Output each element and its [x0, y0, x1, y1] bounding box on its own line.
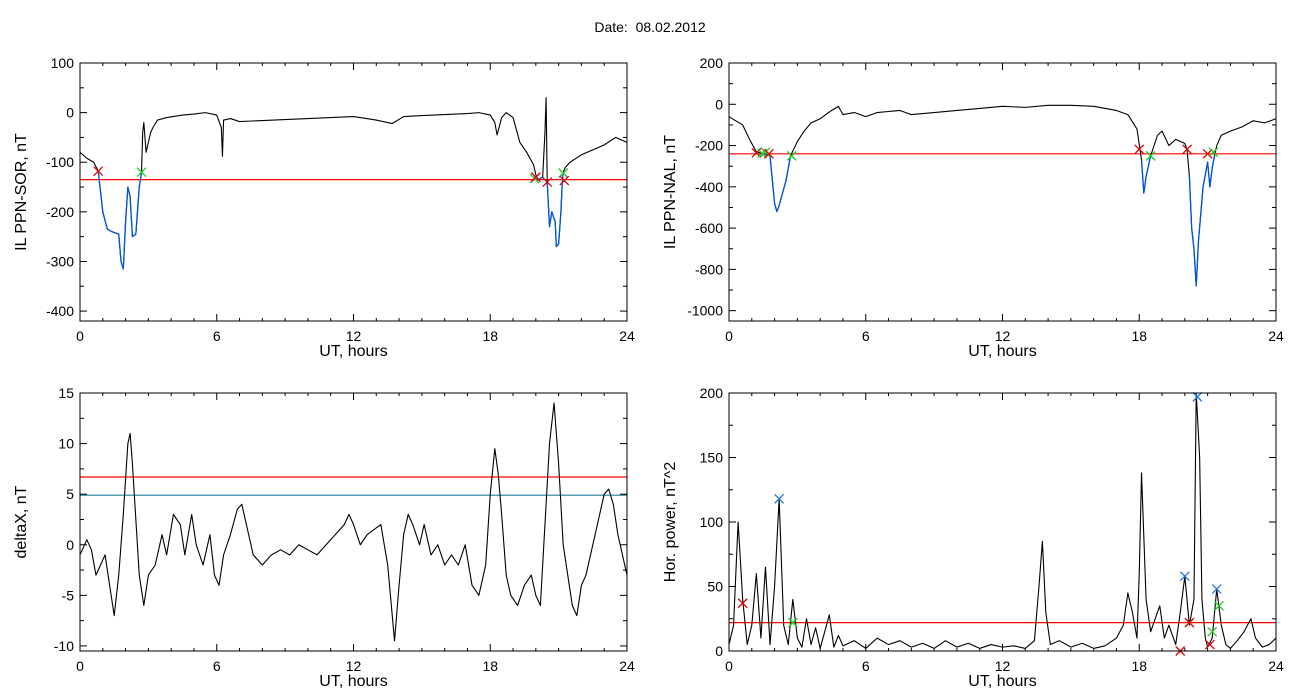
- y-tick-label: 15: [58, 385, 74, 401]
- marker-x: [1211, 584, 1222, 595]
- y-tick-label: 5: [66, 486, 74, 502]
- y-tick-label: -600: [695, 220, 723, 236]
- y-tick-label: -400: [46, 303, 74, 319]
- y-axis-label: deltaX, nT: [13, 485, 30, 558]
- x-tick-label: 6: [213, 328, 221, 344]
- x-axis-label: UT, hours: [319, 343, 387, 360]
- x-tick-label: 0: [725, 658, 733, 674]
- y-tick-label: 50: [707, 579, 723, 595]
- x-tick-label: 6: [862, 658, 870, 674]
- x-axis-label: UT, hours: [319, 673, 387, 690]
- marker-x: [1179, 571, 1190, 582]
- series-segment-substorm: [97, 171, 143, 270]
- y-tick-label: -1000: [687, 303, 723, 319]
- series-line-signal: [79, 97, 628, 270]
- chart-hor-power: 0 6 12 18 24 200 150 100 50 0 UT, hours Hor. power,…: [662, 385, 1284, 690]
- y-tick-label: 150: [700, 450, 724, 466]
- y-tick-label: -10: [54, 638, 74, 654]
- series-segment-substorm: [1140, 155, 1152, 194]
- marker-x: [1145, 150, 1156, 161]
- y-tick-label: -200: [695, 138, 723, 154]
- x-tick-label: 18: [482, 658, 498, 674]
- marker-x: [774, 493, 785, 504]
- x-tick-label: 18: [482, 328, 498, 344]
- marker-x: [1207, 626, 1218, 637]
- series-segment-substorm: [1188, 155, 1216, 287]
- y-tick-label: 100: [700, 514, 724, 530]
- x-tick-label: 12: [346, 328, 362, 344]
- chart-deltax: 0 6 12 18 24 15 10 5 0 -5 -10 UT, hours deltaX, nT: [13, 385, 635, 690]
- marker-x: [1208, 147, 1219, 158]
- y-tick-label: 0: [715, 643, 723, 659]
- x-tick-label: 0: [725, 328, 733, 344]
- x-tick-label: 6: [862, 328, 870, 344]
- x-tick-label: 24: [1268, 328, 1284, 344]
- y-tick-label: 200: [700, 385, 724, 401]
- y-axis-label: IL PPN-NAL, nT: [662, 135, 679, 249]
- x-tick-label: 12: [995, 658, 1011, 674]
- y-axis-label: IL PPN-SOR, nT: [13, 133, 30, 251]
- marker-x: [1182, 144, 1193, 155]
- plot-frame: [728, 62, 1277, 322]
- x-tick-label: 0: [76, 328, 84, 344]
- marker-x: [786, 150, 797, 161]
- marker-x: [1214, 600, 1224, 611]
- x-tick-label: 18: [1131, 658, 1147, 674]
- x-tick-label: 18: [1131, 328, 1147, 344]
- y-tick-label: 0: [66, 105, 74, 121]
- y-tick-label: -5: [62, 587, 75, 603]
- y-tick-label: 100: [51, 55, 75, 71]
- x-tick-label: 0: [76, 658, 84, 674]
- x-tick-label: 24: [619, 658, 635, 674]
- marker-x: [763, 148, 774, 159]
- y-tick-label: -800: [695, 261, 723, 277]
- marker-x: [1204, 639, 1215, 650]
- y-tick-label: 200: [700, 55, 724, 71]
- x-tick-label: 12: [995, 328, 1011, 344]
- marker-x: [1134, 144, 1145, 155]
- plot-frame: [79, 62, 628, 322]
- series-segment-substorm: [535, 172, 564, 248]
- series-line-signal: [79, 402, 628, 642]
- marker-x: [1184, 617, 1195, 628]
- x-tick-label: 24: [619, 328, 635, 344]
- y-tick-label: 10: [58, 436, 74, 452]
- x-axis-label: UT, hours: [968, 343, 1036, 360]
- chart-ppn-sor: 0 6 12 18 24 100 0 -100 -200 -300 -400 UT, hours IL …: [13, 55, 635, 360]
- marker-x: [136, 167, 147, 178]
- series-line-signal: [728, 392, 1277, 649]
- y-tick-label: 0: [715, 96, 723, 112]
- plot-frame: [728, 392, 1277, 652]
- marker-x: [559, 175, 570, 186]
- marker-x: [737, 598, 748, 609]
- y-tick-label: 0: [66, 537, 74, 553]
- marker-x: [787, 617, 798, 628]
- y-axis-label: Hor. power, nT^2: [662, 462, 679, 583]
- marker-x: [93, 166, 104, 177]
- y-tick-label: -100: [46, 154, 74, 170]
- x-tick-label: 12: [346, 658, 362, 674]
- marker-x: [530, 172, 541, 183]
- series-segment-substorm: [762, 153, 792, 213]
- chart-ppn-nal: 0 6 12 18 24 200 0 -200 -400 -600 -800 -1000 UT, hou…: [662, 55, 1284, 360]
- x-axis-label: UT, hours: [968, 673, 1036, 690]
- x-tick-label: 24: [1268, 658, 1284, 674]
- marker-x: [1192, 391, 1203, 402]
- marker-x: [542, 177, 553, 188]
- y-tick-label: -200: [46, 204, 74, 220]
- marker-x: [760, 147, 771, 158]
- figure-title: Date: 08.02.2012: [594, 19, 706, 35]
- y-tick-label: -400: [695, 179, 723, 195]
- marker-x: [1202, 148, 1213, 159]
- y-tick-label: -300: [46, 253, 74, 269]
- x-tick-label: 6: [213, 658, 221, 674]
